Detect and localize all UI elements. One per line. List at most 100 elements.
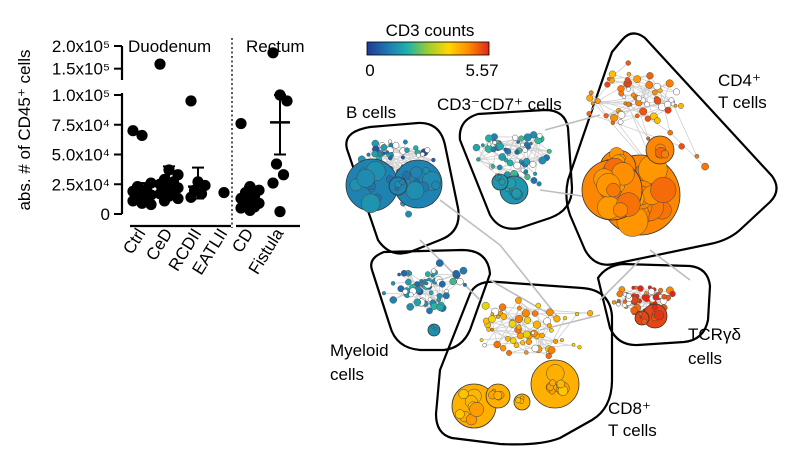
cluster-node (476, 157, 481, 162)
cluster-node (377, 151, 383, 157)
group-label-rectum: Rectum (246, 37, 305, 56)
cluster-node (673, 103, 678, 108)
cluster-node (546, 148, 552, 154)
hub-sub-node (405, 181, 425, 200)
cluster-node (616, 290, 623, 298)
cluster-node (508, 319, 517, 328)
cluster-node (521, 309, 530, 318)
node-edge (548, 317, 566, 350)
cluster-node (404, 147, 410, 153)
cluster-node (490, 327, 494, 332)
cluster-node (482, 343, 487, 348)
cluster-node (618, 90, 625, 97)
hub-sub-node (612, 202, 629, 218)
node-edge (508, 139, 539, 155)
cluster-node (547, 323, 552, 328)
data-point-fistula (277, 169, 290, 181)
cluster-node (630, 306, 638, 315)
y-tick-label: 1.0x10⁵ (52, 86, 110, 105)
cluster-node (514, 314, 524, 324)
y-tick-label: 5.0x10⁴ (52, 146, 110, 165)
node-edge (625, 103, 649, 139)
cluster-node (562, 316, 568, 321)
hub-sub-node (515, 397, 522, 404)
cluster-node (653, 96, 662, 105)
network-nodes (345, 60, 709, 429)
hub-sub-node (660, 150, 670, 159)
data-point-eatlii (218, 186, 230, 199)
cluster-node (438, 280, 446, 288)
cluster-node (530, 131, 538, 139)
node-edge (402, 157, 434, 161)
colorbar-title: CD3 counts (386, 21, 475, 40)
cluster-node (520, 142, 525, 148)
cluster-node (539, 332, 545, 339)
cluster-node (547, 346, 556, 355)
data-point-fistula (270, 158, 283, 170)
cluster-node (616, 302, 621, 307)
hub-sub-node (430, 325, 435, 329)
network-edge (499, 244, 561, 321)
node-edge (608, 75, 650, 80)
cluster-node (485, 134, 493, 143)
cluster-node (402, 288, 408, 295)
cluster-node (490, 312, 495, 317)
cluster-node (529, 141, 533, 146)
data-point-ced (172, 192, 184, 205)
cluster-node (424, 281, 429, 286)
cluster-node (498, 303, 507, 311)
hub-sub-node (493, 391, 503, 400)
cluster-node (533, 171, 538, 176)
node-edge (555, 313, 578, 342)
hub-sub-node (455, 409, 465, 420)
node-edge (410, 305, 435, 308)
cluster-node (397, 285, 405, 293)
cluster-node (658, 287, 664, 293)
cluster-node (495, 314, 500, 319)
y-axis-label: abs. # of CD45⁺ cells (15, 49, 34, 210)
cluster-node (654, 117, 661, 124)
hub-sub-node (639, 316, 643, 319)
cluster-node (520, 161, 525, 166)
cluster-node (522, 147, 528, 153)
cluster-node (610, 120, 615, 126)
cluster-node (523, 169, 529, 174)
cluster-node (531, 310, 539, 317)
cluster-node (646, 136, 651, 141)
hub-sub-node (638, 312, 643, 317)
cluster-node (487, 142, 492, 147)
hub-sub-node (654, 310, 665, 321)
cluster-cd4 (581, 60, 709, 237)
cluster-node (512, 134, 519, 141)
cd3-colorbar: CD3 counts 0 5.57 (365, 21, 498, 80)
hub-sub-node (606, 183, 621, 198)
cluster-node (645, 81, 654, 89)
cluster-cd8 (451, 297, 594, 429)
cluster-node (408, 292, 414, 298)
cluster-node (617, 111, 626, 119)
cd45-dot-plot: abs. # of CD45⁺ cells 0 2.5x10⁴ 5.0x10⁴ 7.5… (15, 37, 305, 278)
cluster-tcrgd (611, 285, 676, 329)
cluster-node (652, 293, 660, 301)
node-edge (379, 153, 400, 172)
hub-sub-node (546, 364, 565, 383)
cluster-node (499, 345, 507, 352)
error-bars (132, 94, 290, 208)
cluster-node (626, 71, 632, 77)
y-tick-label: 7.5x10⁴ (52, 116, 110, 135)
cluster-node (392, 141, 400, 149)
cluster-node (436, 297, 442, 303)
cluster-node (514, 149, 520, 155)
data-point-rcdii (185, 191, 197, 203)
hull-myeloid (370, 248, 492, 352)
cluster-bcells (345, 139, 443, 218)
hub-sub-node (498, 178, 506, 186)
cluster-node (431, 268, 437, 274)
hub-sub-node (549, 379, 557, 387)
cluster-node (413, 145, 419, 151)
network-edge (599, 259, 641, 301)
cluster-node (405, 278, 412, 286)
cluster-node (390, 281, 396, 286)
cluster-node (366, 152, 371, 157)
